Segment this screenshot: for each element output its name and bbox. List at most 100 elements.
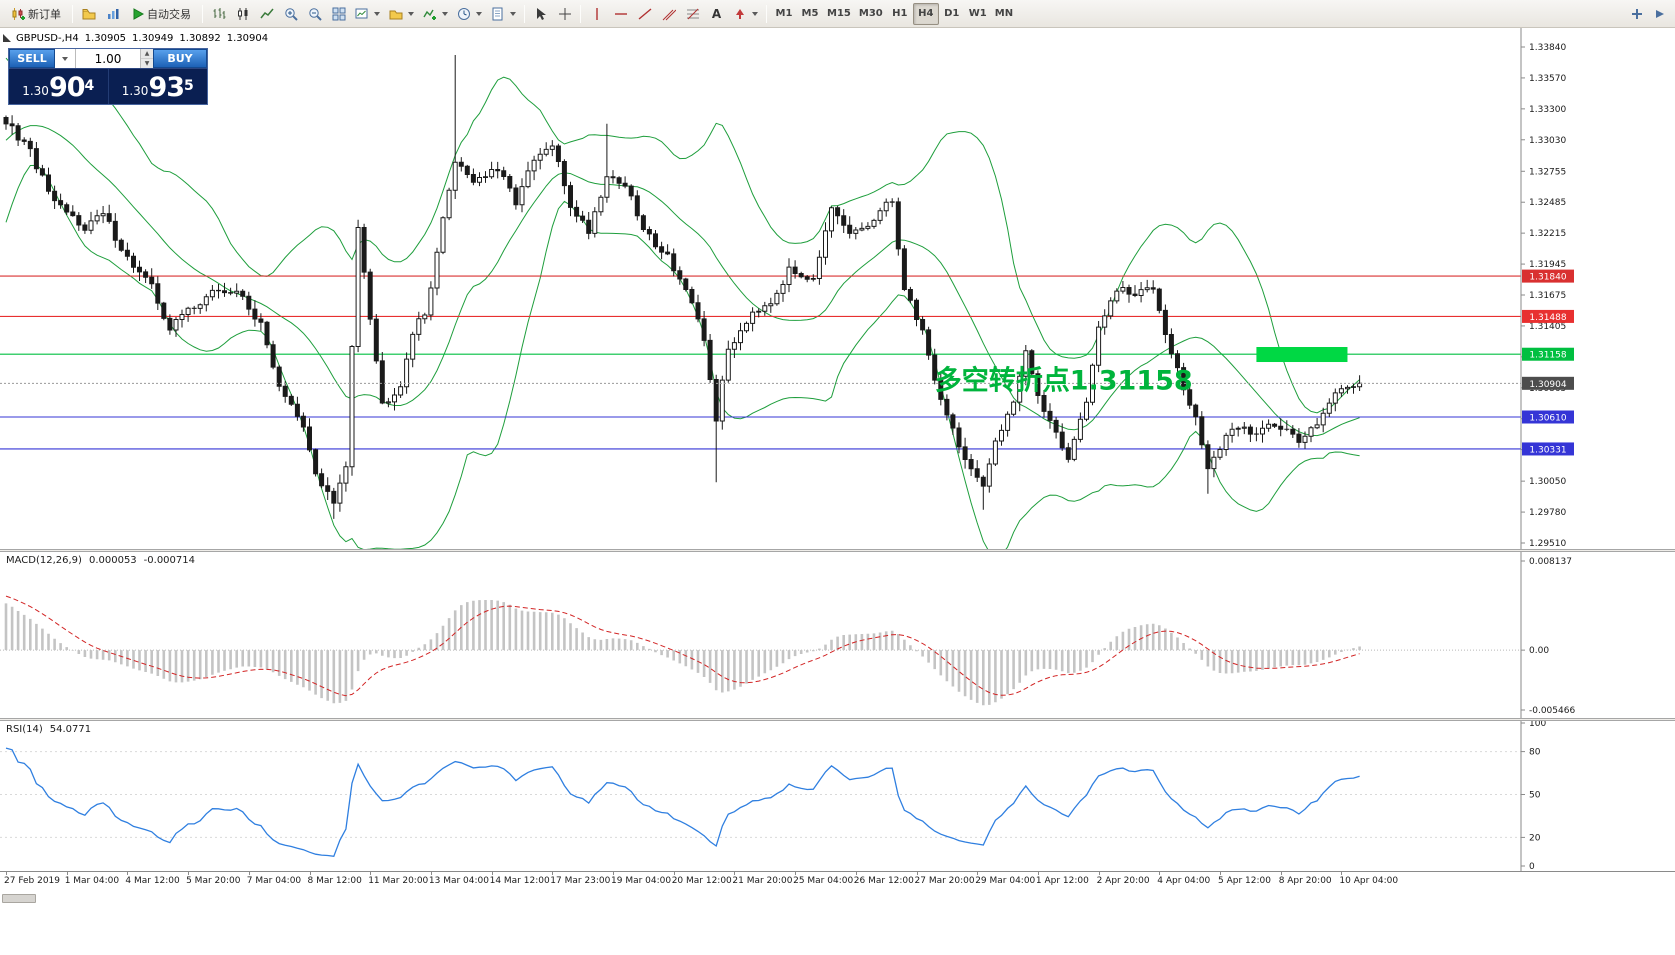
main-price-chart[interactable]: 多空转折点1.31158 1.33840 1.33570 1.33300 1.33030…	[0, 28, 1675, 549]
pane-splitter[interactable]	[0, 549, 1675, 552]
buy-price-display[interactable]: 1.30 93 5	[109, 69, 208, 104]
price-tag[interactable]	[1522, 410, 1574, 424]
stepper-down-icon[interactable]: ▼	[144, 60, 150, 67]
timeframe-H4[interactable]: H4	[912, 2, 939, 25]
buy-price-pips: 93	[148, 72, 185, 103]
vertical-line-tool-button[interactable]	[585, 3, 608, 25]
timeframe-M30[interactable]: M30	[858, 8, 883, 19]
timeframe-MN[interactable]: MN	[994, 8, 1014, 19]
chart-annotation-text[interactable]: 多空转折点1.31158	[935, 365, 1193, 397]
time-axis-tick	[188, 872, 190, 875]
autotrade-label: 自动交易	[147, 7, 191, 21]
time-axis-tick	[552, 872, 554, 875]
cursor-button[interactable]	[529, 3, 552, 25]
ohlc-low: 1.30892	[179, 33, 221, 44]
time-axis-tick	[430, 872, 432, 875]
highlight-rectangle[interactable]	[1256, 347, 1348, 363]
timeframe-M15[interactable]: M15	[827, 8, 851, 19]
price-tag[interactable]	[1522, 269, 1574, 283]
price-tag-label: 1.31840	[1529, 273, 1566, 283]
timeframe-toolbar: M1 M5 M15 M30 H1 H4 D1 W1 MN	[771, 2, 1017, 25]
zoom-out-button[interactable]	[303, 3, 326, 25]
time-axis[interactable]: 27 Feb 2019 1 Mar 04:00 4 Mar 12:00 5 Mar 2…	[0, 872, 1675, 889]
stepper-up-icon[interactable]: ▲	[141, 49, 153, 59]
time-axis-tick	[248, 872, 250, 875]
time-axis-label: 10 Apr 04:00	[1339, 876, 1399, 886]
autotrade-button[interactable]: 自动交易	[125, 3, 198, 25]
price-axis-label: 1.31675	[1529, 291, 1566, 301]
rsi-axis-label: 0	[1529, 862, 1535, 871]
rsi-panel[interactable]: 100 80 50 20 0	[0, 721, 1675, 871]
rsi-header: RSI(14) 54.0771	[6, 724, 91, 735]
chart-window[interactable]: 多空转折点1.31158 1.33840 1.33570 1.33300 1.33030…	[0, 28, 1675, 955]
time-axis-tick	[977, 872, 979, 875]
timeframe-W1[interactable]: W1	[968, 8, 987, 19]
price-tag[interactable]	[1522, 442, 1574, 456]
time-axis-label: 5 Mar 20:00	[186, 876, 241, 886]
arrows-tool-button[interactable]	[729, 3, 762, 25]
clock-icon	[457, 7, 471, 21]
text-tool-button[interactable]: A	[705, 3, 728, 25]
time-axis-label: 2 Apr 20:00	[1096, 876, 1150, 886]
pane-splitter[interactable]	[0, 718, 1675, 721]
arrow-marker-icon	[733, 7, 747, 21]
add-button[interactable]	[1625, 3, 1648, 25]
rsi-label: RSI(14)	[6, 724, 43, 735]
buy-price-point: 5	[184, 78, 194, 94]
volume-input[interactable]: 1.00	[76, 49, 140, 68]
macd-panel[interactable]: 0.008137 0.00 -0.005466	[0, 552, 1675, 718]
periods-button[interactable]	[453, 3, 486, 25]
new-order-button[interactable]: 新订单	[4, 3, 68, 25]
templates-button[interactable]	[487, 3, 520, 25]
zoom-in-icon	[284, 7, 298, 21]
chart-profiles-button[interactable]	[385, 3, 418, 25]
tile-windows-button[interactable]	[327, 3, 350, 25]
price-tag[interactable]	[1522, 376, 1574, 390]
arrow-right-icon	[1654, 8, 1666, 20]
crosshair-button[interactable]	[553, 3, 576, 25]
bollinger-upper-band	[5, 57, 1360, 414]
indicators-button[interactable]	[419, 3, 452, 25]
candlestick-icon	[236, 7, 250, 21]
timeframe-M1[interactable]: M1	[775, 8, 793, 19]
volume-stepper[interactable]: ▲ ▼	[140, 49, 153, 68]
new-chart-button[interactable]	[351, 3, 384, 25]
price-tag[interactable]	[1522, 309, 1574, 323]
price-tag[interactable]	[1522, 347, 1574, 361]
zoom-in-button[interactable]	[279, 3, 302, 25]
bull-candles	[88, 145, 1363, 504]
time-axis-tick	[1037, 872, 1039, 875]
sell-price-pips: 90	[48, 72, 86, 103]
oneclick-collapse-toggle[interactable]	[3, 34, 11, 42]
timeframe-M5[interactable]: M5	[801, 8, 819, 19]
charts-button[interactable]	[101, 3, 124, 25]
h-scrollbar-thumb[interactable]	[2, 894, 36, 903]
volume-dropdown-button[interactable]	[55, 49, 76, 68]
toolbar-separator	[202, 4, 203, 23]
chart-candles-button[interactable]	[231, 3, 254, 25]
autotrade-play-icon	[132, 7, 144, 20]
sell-button[interactable]: SELL	[9, 49, 55, 68]
time-axis-label: 4 Mar 12:00	[125, 876, 180, 886]
trendline-tool-button[interactable]	[633, 3, 656, 25]
buy-button[interactable]: BUY	[153, 49, 207, 68]
price-axis-label: 1.32755	[1529, 167, 1566, 177]
fibonacci-tool-button[interactable]	[681, 3, 704, 25]
price-axis-label: 1.33300	[1529, 105, 1566, 115]
horizontal-line-tool-button[interactable]	[609, 3, 632, 25]
toolbar-separator	[72, 4, 73, 23]
time-axis-tick	[673, 872, 675, 875]
timeframe-H1[interactable]: H1	[892, 8, 908, 19]
profiles-button[interactable]	[77, 3, 100, 25]
tile-windows-icon	[332, 7, 346, 21]
scroll-to-end-button[interactable]	[1648, 3, 1671, 25]
line-chart-icon	[259, 7, 274, 21]
chart-line-button[interactable]	[255, 3, 278, 25]
sell-price-display[interactable]: 1.30 90 4	[9, 69, 109, 104]
chart-bars-button[interactable]	[207, 3, 230, 25]
timeframe-D1[interactable]: D1	[944, 8, 960, 19]
time-axis-separator	[0, 871, 1675, 872]
time-axis-label: 21 Mar 20:00	[732, 876, 793, 886]
chevron-down-icon	[62, 56, 68, 61]
channel-tool-button[interactable]	[657, 3, 680, 25]
